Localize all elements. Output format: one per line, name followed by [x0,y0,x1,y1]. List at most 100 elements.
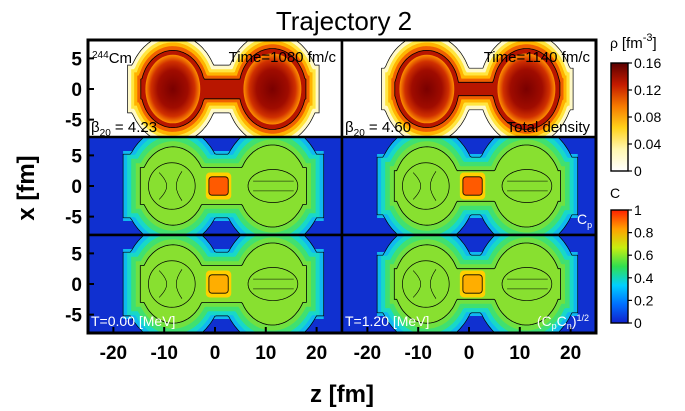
axes: 5 0 -5 5 0 -5 5 0 -5 -20 -10 0 10 20 -20 -10 0 10 20 z [fm]… [13,38,598,408]
panel-content [127,40,320,138]
left-fragment-contour [402,260,450,308]
localization-outer-contour [376,137,579,235]
right-fragment-contour [247,267,299,301]
density-right-fragment [497,53,556,125]
beta20-value: = 4.23 [111,119,157,136]
cpcn-label: (CpCn)1/2 [537,313,589,331]
right-fragment-inner-contour [507,278,548,290]
left-fragment-inner-contour [412,270,422,298]
y-axis-label: x [fm] [13,155,40,220]
time-label-col2: Time=1140 fm/c [484,49,591,66]
right-fragment-inner-contour [253,278,294,290]
left-fragment-contour [148,260,196,308]
right-fragment-inner-contour [253,180,294,192]
y-tick-label: 0 [71,177,82,198]
x-tick-label: 20 [306,343,327,364]
panel-r1-c1 [86,38,344,140]
nucleus-mass-number: 244 [92,50,109,61]
colorbar-tick-label: 0.16 [634,55,661,71]
density-outer-contour [381,40,574,138]
chart-title: Trajectory 2 [276,6,412,36]
colorbar-tick-label: 1 [634,202,642,218]
y-tick-label: 5 [71,244,82,265]
total-density-label: Total density [507,119,591,136]
panel-r2-c2 [340,135,598,237]
x-tick-label: -10 [404,343,431,364]
panel-content [122,137,325,235]
panel-r2-c1 [86,135,344,237]
colorbar-localization-title: C [610,185,620,201]
colorbar-scale [610,62,629,172]
density-left-fragment [399,54,455,124]
colorbar-density-unit-exponent: -3 [643,32,653,44]
colorbar-density-unit: [fm [622,35,643,52]
right-fragment-contour [501,267,553,301]
y-tick-label: -5 [65,306,82,327]
localization-outer-contour [122,137,325,235]
right-fragment-contour [247,169,299,203]
colorbar-tick-label: 0.2 [634,292,654,308]
panel-content [376,235,579,333]
colorbar-localization: C 1 0.8 0.6 0.4 0.2 0 [610,185,654,331]
localization-outer-contour [122,235,325,333]
colorbar-tick-label: 0 [634,163,642,179]
temperature-label-col2: T=1.20 [MeV] [345,313,429,329]
y-tick-label: 0 [71,275,82,296]
temperature-label-col1: T=0.00 [MeV] [91,313,175,329]
x-tick-label: -10 [150,343,177,364]
localization-outer-contour [376,235,579,333]
x-tick-label: -20 [354,343,381,364]
nucleus-label: 244Cm [92,50,132,67]
neck-localization [462,274,483,294]
left-fragment-inner-contour [412,172,422,200]
left-fragment-contour [402,162,450,210]
colorbar-tick-label: 0.4 [634,270,654,286]
colorbar-tick-label: 0.12 [634,82,661,98]
y-tick-label: 0 [71,80,82,101]
right-fragment-inner-contour [507,180,548,192]
left-fragment-inner-contour [429,269,437,299]
panel-content [122,235,325,333]
left-fragment-inner-contour [175,269,183,299]
neck-localization [208,274,229,294]
y-tick-label: -5 [65,111,82,132]
panel-r3-c1 [86,233,344,335]
x-tick-label: -20 [100,343,127,364]
beta20-subscript: 20 [100,128,112,139]
beta20-value: = 4.60 [365,119,411,136]
left-fragment-contour [148,162,196,210]
y-tick-label: -5 [65,208,82,229]
panel-content [381,40,574,138]
colorbar-tick-label: 0.08 [634,109,661,125]
colorbar-tick-label: 0 [634,315,642,331]
x-tick-label: 20 [560,343,581,364]
left-fragment-inner-contour [429,171,437,201]
left-fragment-inner-contour [158,270,168,298]
y-tick-label: 5 [71,146,82,167]
colorbar-density-unit-close: ] [652,35,656,52]
panel-grid [86,38,598,335]
colorbar-tick-label: 0.6 [634,247,654,263]
colorbar-density: ρ [fm-3] 0.16 0.12 0.08 0.04 0 [610,32,661,179]
beta20-subscript: 20 [354,128,366,139]
panel-r3-c2 [340,233,598,335]
x-tick-label: 10 [255,343,276,364]
colorbar-tick-label: 0.8 [634,225,654,241]
nucleus-symbol: Cm [109,50,132,67]
panel-content [376,137,579,235]
neck-localization [208,176,229,196]
left-fragment-inner-contour [175,171,183,201]
y-tick-label: 5 [71,49,82,70]
time-label-col1: Time=1080 fm/c [229,49,337,66]
x-tick-label: 10 [509,343,530,364]
neck-localization [462,176,483,196]
density-outer-contour [127,40,320,138]
x-tick-label: 0 [464,343,475,364]
colorbar-tick-label: 0.04 [634,136,661,152]
density-left-fragment [145,54,201,124]
x-axis-label: z [fm] [310,381,374,408]
colorbar-scale [610,209,629,324]
panel-r1-c2 [340,38,598,140]
cp-subscript: p [587,220,592,230]
